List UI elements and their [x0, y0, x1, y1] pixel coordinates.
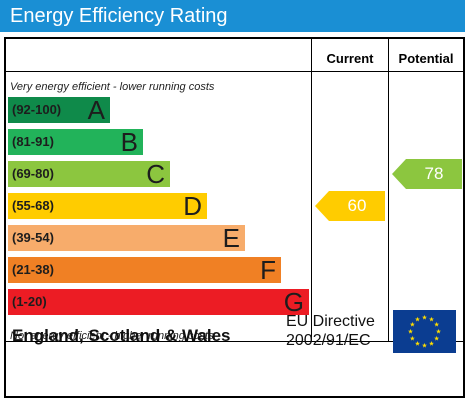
current-rating-arrow: 60 [315, 191, 385, 221]
current-arrow-shape [315, 191, 385, 221]
band-range: (39-54) [12, 230, 54, 245]
band-range: (92-100) [12, 102, 62, 117]
flag-star [422, 314, 427, 320]
flag-star [429, 341, 434, 346]
band-range: (69-80) [12, 166, 54, 181]
potential-rating-value: 78 [424, 164, 444, 183]
eu-directive: EU Directive 2002/91/EC [286, 312, 375, 350]
band-d: (55-68) D [8, 191, 207, 221]
band-letter: G [283, 287, 304, 317]
band-letter: F [260, 255, 276, 285]
band-c: (69-80) C [8, 159, 170, 189]
band-range: (55-68) [12, 198, 54, 213]
band-range: (1-20) [12, 294, 47, 309]
eu-flag-icon [393, 310, 456, 353]
header-divider [6, 71, 463, 72]
band-letter: C [146, 159, 165, 189]
band-g: (1-20) G [8, 287, 309, 317]
flag-star [409, 335, 415, 341]
band-letter: E [222, 223, 240, 253]
band-e: (39-54) E [8, 223, 245, 253]
rating-chart: Current Potential Very energy efficient … [4, 37, 465, 398]
flag-star [415, 341, 420, 346]
flag-star [409, 321, 415, 327]
column-divider [311, 39, 312, 342]
flag-star [434, 321, 440, 327]
band-letter: D [183, 191, 202, 221]
band-letter: B [120, 127, 138, 157]
column-current-header: Current [326, 51, 374, 66]
region-label: England, Scotland & Wales [12, 326, 231, 345]
eu-directive-line2: 2002/91/EC [286, 332, 371, 349]
footer-divider [6, 341, 463, 342]
potential-arrow-shape [392, 159, 462, 189]
band-b: (81-91) B [8, 127, 143, 157]
band-f: (21-38) F [8, 255, 281, 285]
flag-star [415, 316, 420, 322]
page-title: Energy Efficiency Rating [10, 5, 228, 27]
current-rating-value: 60 [347, 196, 367, 215]
flag-star [422, 342, 427, 348]
flag-star [434, 335, 440, 341]
flag-star [436, 328, 441, 334]
flag-star [429, 316, 434, 322]
band-range: (21-38) [12, 262, 54, 277]
flag-star [408, 328, 413, 334]
title-bar: Energy Efficiency Rating [0, 0, 465, 32]
column-potential-header: Potential [398, 51, 454, 66]
bottom-note: Not energy efficient - higher running co… [10, 330, 214, 342]
band-a: (92-100) A [8, 95, 110, 125]
column-divider [388, 39, 389, 342]
eu-directive-line1: EU Directive [286, 313, 375, 330]
band-range: (81-91) [12, 134, 54, 149]
top-note: Very energy efficient - lower running co… [10, 81, 215, 93]
potential-rating-arrow: 78 [392, 159, 462, 189]
band-letter: A [87, 95, 105, 125]
